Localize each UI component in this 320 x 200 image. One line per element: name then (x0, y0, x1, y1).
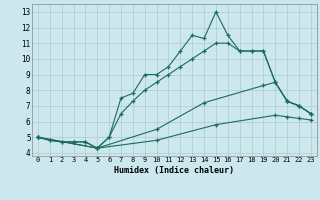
X-axis label: Humidex (Indice chaleur): Humidex (Indice chaleur) (115, 166, 234, 175)
